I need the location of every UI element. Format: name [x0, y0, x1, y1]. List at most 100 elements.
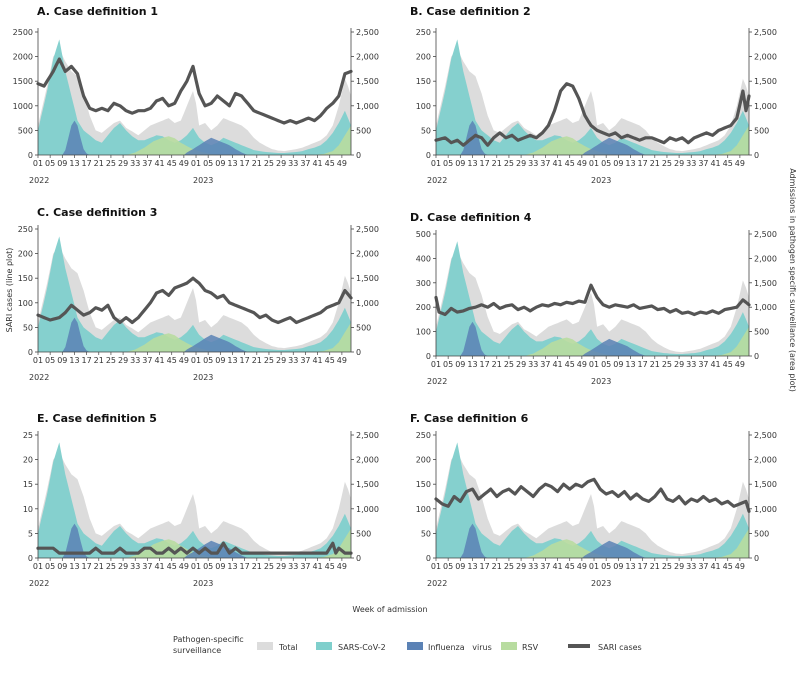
left-tick-label: 150 [18, 274, 33, 283]
legend-label-sars: SARS-CoV-2 [338, 643, 386, 652]
right-tick-label: 500 [356, 323, 371, 332]
year-label-2023: 2023 [193, 579, 213, 588]
x-tick-label: 01 [589, 562, 599, 571]
right-tick-label: 0 [356, 554, 361, 563]
left-tick-label: 2000 [13, 53, 33, 62]
x-tick-label: 01 [431, 562, 441, 571]
x-tick-label: 45 [167, 356, 177, 365]
legend-label-flu: Influenza virus [428, 643, 492, 652]
right-tick-label: 2,500 [754, 230, 777, 239]
x-tick-label: 37 [300, 356, 310, 365]
x-tick-label: 17 [240, 356, 250, 365]
panel-e: E. Case definition 5051015202505001,0001… [23, 412, 379, 588]
legend-label-rsv: RSV [522, 643, 539, 652]
x-tick-label: 25 [662, 159, 672, 168]
x-tick-label: 33 [528, 159, 538, 168]
x-tick-label: 41 [552, 360, 562, 369]
x-tick-label: 41 [312, 159, 322, 168]
right-tick-label: 2,000 [356, 53, 379, 62]
right-tick-label: 2,500 [754, 28, 777, 37]
x-tick-label: 13 [227, 159, 237, 168]
left-tick-label: 10 [23, 505, 33, 514]
x-tick-label: 33 [130, 356, 140, 365]
x-tick-label: 49 [179, 159, 189, 168]
right-tick-label: 2,500 [356, 225, 379, 234]
x-tick-label: 37 [540, 360, 550, 369]
x-tick-label: 49 [577, 562, 587, 571]
panel-c: C. Case definition 305010015020025005001… [18, 206, 379, 382]
x-tick-label: 25 [264, 562, 274, 571]
x-tick-label: 33 [130, 562, 140, 571]
x-tick-label: 45 [325, 356, 335, 365]
x-tick-label: 05 [203, 562, 213, 571]
x-tick-label: 05 [443, 562, 453, 571]
right-tick-label: 1,500 [356, 77, 379, 86]
x-tick-label: 17 [240, 159, 250, 168]
area-influenza [38, 317, 351, 352]
x-tick-label: 17 [480, 562, 490, 571]
left-tick-label: 250 [416, 431, 431, 440]
left-tick-label: 100 [416, 505, 431, 514]
x-tick-label: 49 [735, 562, 745, 571]
x-tick-label: 01 [33, 562, 43, 571]
x-tick-label: 49 [577, 159, 587, 168]
left-tick-label: 100 [416, 328, 431, 337]
x-tick-label: 21 [650, 562, 660, 571]
x-tick-label: 09 [215, 159, 225, 168]
right-tick-label: 2,500 [356, 431, 379, 440]
x-tick-label: 01 [33, 159, 43, 168]
x-tick-label: 05 [601, 360, 611, 369]
x-tick-label: 45 [565, 360, 575, 369]
x-tick-label: 49 [337, 356, 347, 365]
x-tick-label: 49 [337, 562, 347, 571]
x-tick-label: 45 [723, 159, 733, 168]
x-tick-label: 37 [698, 159, 708, 168]
x-tick-label: 17 [480, 360, 490, 369]
x-tick-label: 41 [710, 562, 720, 571]
x-tick-label: 01 [431, 360, 441, 369]
sari-cases-line [434, 477, 751, 513]
left-tick-label: 500 [416, 230, 431, 239]
area-influenza [436, 321, 749, 356]
year-label-2023: 2023 [591, 377, 611, 386]
x-tick-label: 25 [504, 159, 514, 168]
x-tick-label: 05 [45, 562, 55, 571]
x-tick-label: 25 [662, 360, 672, 369]
x-tick-label: 33 [686, 562, 696, 571]
x-tick-label: 49 [735, 159, 745, 168]
x-tick-label: 33 [528, 562, 538, 571]
right-tick-label: 2,000 [356, 456, 379, 465]
x-tick-label: 25 [106, 159, 116, 168]
left-tick-label: 0 [28, 151, 33, 160]
x-tick-label: 09 [455, 360, 465, 369]
x-tick-label: 41 [154, 562, 164, 571]
x-tick-label: 33 [288, 356, 298, 365]
left-tick-label: 50 [421, 529, 431, 538]
year-label-2023: 2023 [193, 176, 213, 185]
x-tick-label: 13 [625, 360, 635, 369]
x-tick-label: 09 [455, 562, 465, 571]
right-tick-label: 0 [754, 554, 759, 563]
x-tick-label: 29 [674, 562, 684, 571]
panel-d: D. Case definition 401002003004005000500… [410, 211, 777, 386]
x-tick-label: 45 [167, 159, 177, 168]
left-tick-label: 250 [416, 28, 431, 37]
right-tick-label: 1,000 [754, 505, 777, 514]
panels-group: A. Case definition 105001000150020002500… [13, 5, 777, 588]
x-tick-label: 49 [179, 356, 189, 365]
left-tick-label: 0 [426, 151, 431, 160]
x-tick-label: 13 [227, 562, 237, 571]
year-label-2023: 2023 [591, 579, 611, 588]
x-tick-label: 21 [252, 159, 262, 168]
x-tick-label: 25 [504, 360, 514, 369]
legend-swatch-flu [407, 642, 423, 650]
left-tick-label: 100 [416, 102, 431, 111]
x-tick-label: 01 [191, 562, 201, 571]
panel-title: E. Case definition 5 [37, 412, 157, 425]
x-tick-label: 37 [540, 159, 550, 168]
sari-cases-line [36, 276, 353, 325]
x-axis-title: Week of admission [352, 605, 427, 614]
x-tick-label: 45 [565, 562, 575, 571]
left-tick-label: 1500 [13, 77, 33, 86]
